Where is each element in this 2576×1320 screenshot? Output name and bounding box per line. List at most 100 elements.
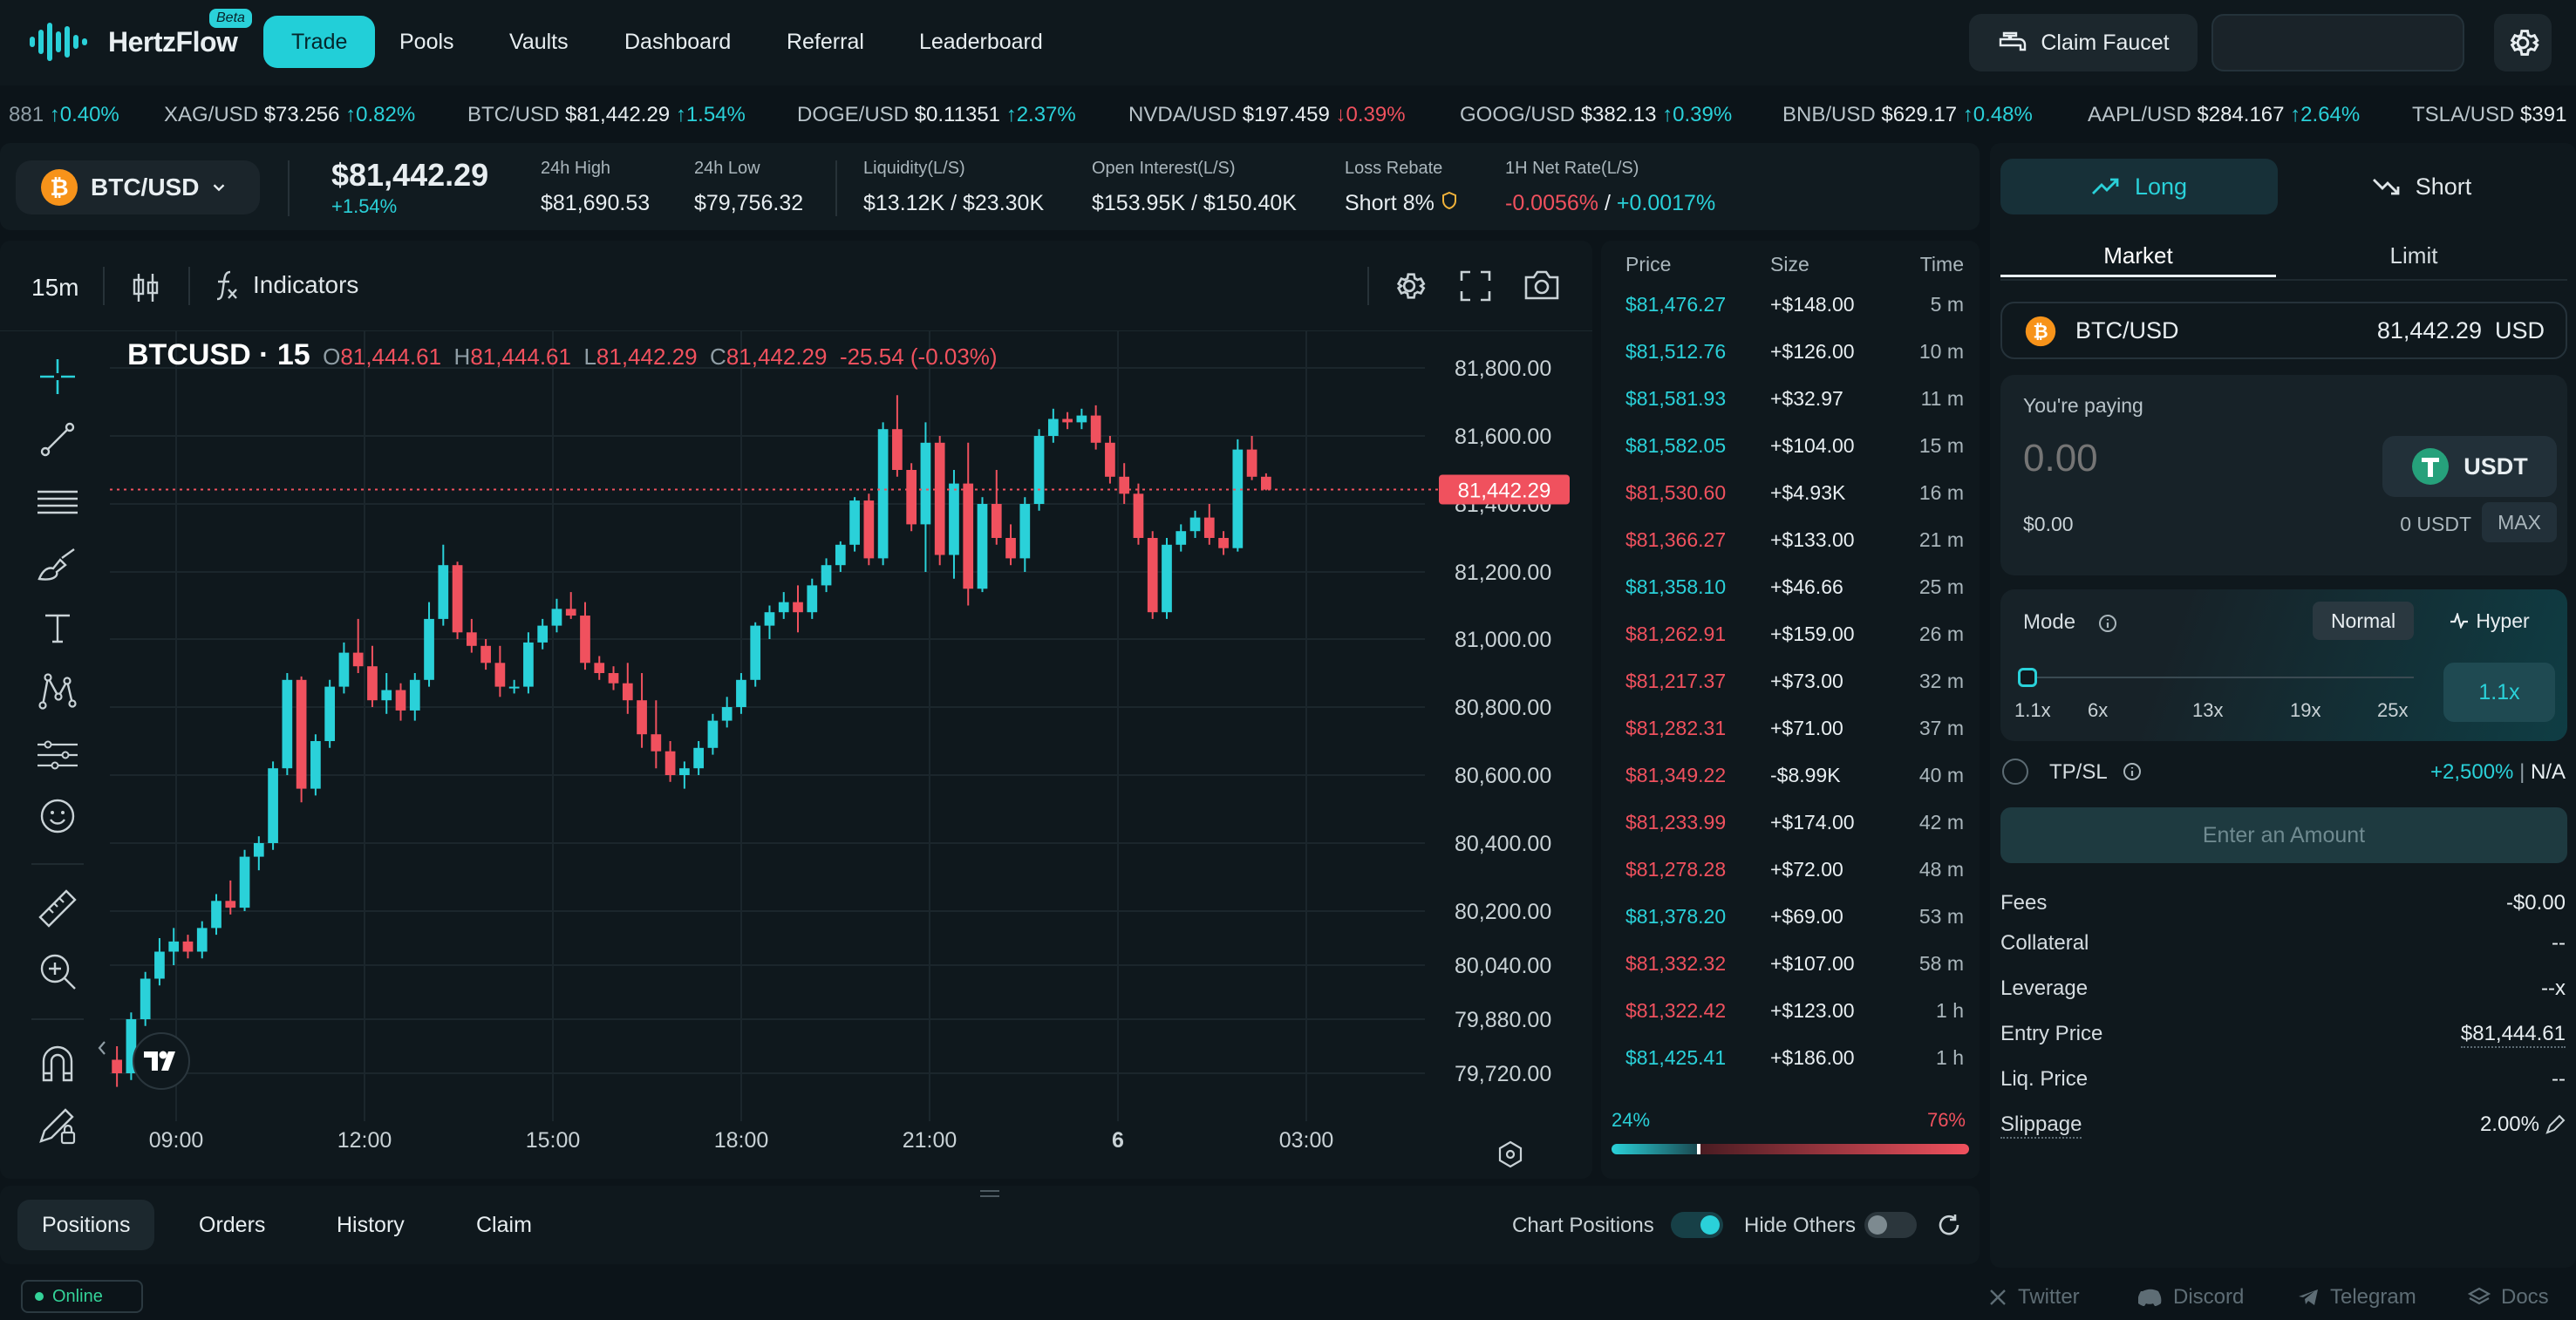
camera-icon[interactable] [1523,269,1561,302]
nav-dashboard[interactable]: Dashboard [624,30,732,54]
candle-body [537,625,549,643]
token-selector[interactable]: USDT [2382,436,2557,497]
shield-icon [1441,191,1456,210]
pattern-tool[interactable] [26,659,89,722]
info-icon[interactable] [2098,614,2117,633]
detail-key: Collateral [2000,931,2089,955]
short-tab[interactable]: Short [2283,159,2560,214]
trade-row: $81,581.93 +$32.97 11 m [1601,387,1980,434]
nav-referral[interactable]: Referral [787,30,864,54]
candle-body [268,768,278,843]
ticker-item[interactable]: AAPL/USD $284.167 ↑2.64% [2088,103,2361,126]
market-tab[interactable]: Market [2000,234,2276,277]
trade-row: $81,278.28 +$72.00 48 m [1601,858,1980,905]
interval-selector[interactable]: 15m [31,274,79,301]
ticker-item[interactable]: NVDA/USD $197.459 ↓0.39% [1128,103,1406,126]
refresh-icon[interactable] [1936,1212,1962,1238]
text-tool[interactable] [26,596,89,659]
ratio-long-fill [1612,1144,1698,1154]
candle-body [395,690,406,711]
ticker-item[interactable]: TSLA/USD $391 [2412,103,2567,126]
long-tab[interactable]: Long [2000,159,2278,214]
fib-tool[interactable] [26,471,89,534]
candle-body [424,618,434,680]
leverage-slider-track[interactable] [2027,677,2414,678]
trendline-tool[interactable] [26,408,89,471]
resize-handle-icon[interactable] [978,1187,1001,1200]
chart-positions-toggle[interactable] [1671,1212,1723,1238]
trade-size: -$8.99K [1770,764,1841,786]
trade-time: 21 m [1918,528,1964,551]
lock-drawing-tool[interactable] [26,1095,89,1158]
chart-settings-icon[interactable] [1392,269,1427,303]
buy-sell-ratio-bar [1612,1144,1969,1154]
detail-value: -- [2552,1067,2566,1091]
hide-others-toggle[interactable] [1864,1212,1917,1238]
settings-button[interactable] [2494,14,2552,71]
emoji-tool[interactable] [26,785,89,847]
candlestick-chart[interactable]: 81,800.0081,600.0081,400.0081,200.0081,0… [0,241,1592,1179]
ticker-item[interactable]: GOOG/USD $382.13 ↑0.39% [1460,103,1733,126]
candle-body [282,679,293,769]
pair-selector[interactable]: ₿ BTC/USD [16,160,260,214]
max-button[interactable]: MAX [2482,502,2557,542]
logo[interactable]: HertzFlow Beta [28,9,252,65]
fullscreen-icon[interactable] [1460,270,1491,302]
footer-telegram[interactable]: Telegram [2297,1285,2416,1310]
detail-row: Entry Price $81,444.61 [2000,1022,2566,1057]
footer-docs[interactable]: Docs [2468,1285,2549,1310]
chevron-left-icon[interactable] [96,1039,108,1057]
info-icon[interactable] [2123,762,2142,781]
pay-amount-input[interactable] [2023,431,2355,486]
footer-twitter[interactable]: Twitter [1988,1285,2080,1310]
crosshair-tool[interactable] [26,345,89,408]
candle-body [594,663,605,673]
ticker-item[interactable]: 881 ↑0.40% [9,103,119,126]
trade-time: 1 h [1936,1046,1964,1069]
nav-vaults[interactable]: Vaults [509,30,569,54]
trade-size: +$126.00 [1770,340,1855,363]
tab-history[interactable]: History [337,1213,405,1237]
forecast-tool[interactable] [26,722,89,785]
zoom-tool[interactable] [26,940,89,1003]
trade-price: $81,378.20 [1625,905,1727,928]
limit-tab[interactable]: Limit [2389,242,2438,269]
last-price-tag [1439,474,1570,505]
leverage-slider-handle[interactable] [2018,668,2037,687]
mode-normal-button[interactable]: Normal [2313,602,2414,640]
brush-tool[interactable] [26,534,89,596]
trade-price: $81,278.28 [1625,858,1727,881]
nav-trade[interactable]: Trade [263,16,376,68]
tradingview-logo[interactable] [133,1032,190,1090]
trade-time: 58 m [1918,952,1964,975]
claim-faucet-button[interactable]: Claim Faucet [1969,14,2198,71]
nav-pools[interactable]: Pools [399,30,454,54]
leverage-value[interactable]: 1.1x [2443,663,2555,722]
tab-positions[interactable]: Positions [17,1200,155,1250]
indicators-button[interactable]: Indicators [213,269,358,302]
footer-discord[interactable]: Discord [2138,1285,2244,1310]
trade-row: $81,358.10 +$46.66 25 m [1601,575,1980,623]
mode-label: Mode [2023,610,2076,634]
wallet-button[interactable] [2211,14,2464,71]
candle-body [352,652,364,667]
tab-orders[interactable]: Orders [199,1213,266,1237]
nav-leaderboard[interactable]: Leaderboard [919,30,1043,54]
ruler-tool[interactable] [26,877,89,940]
ticker-item[interactable]: DOGE/USD $0.11351 ↑2.37% [797,103,1076,126]
magnet-icon [42,1045,73,1082]
ticker-item[interactable]: BTC/USD $81,442.29 ↑1.54% [467,103,746,126]
trade-size: +$71.00 [1770,717,1843,739]
mode-hyper-button[interactable]: Hyper [2424,602,2555,640]
ticker-item[interactable]: BNB/USD $629.17 ↑0.48% [1782,103,2033,126]
auto-scale-icon[interactable] [1495,1139,1526,1170]
candle-body [1203,517,1215,538]
detail-row: Fees -$0.00 [2000,891,2566,926]
tpsl-radio[interactable] [2002,759,2028,785]
tab-claim[interactable]: Claim [476,1213,532,1237]
ticker-item[interactable]: XAG/USD $73.256 ↑0.82% [164,103,416,126]
submit-button[interactable]: Enter an Amount [2000,807,2567,863]
candle-type-icon[interactable] [131,272,160,303]
magnet-tool[interactable] [26,1032,89,1095]
edit-icon[interactable] [2545,1114,2566,1135]
